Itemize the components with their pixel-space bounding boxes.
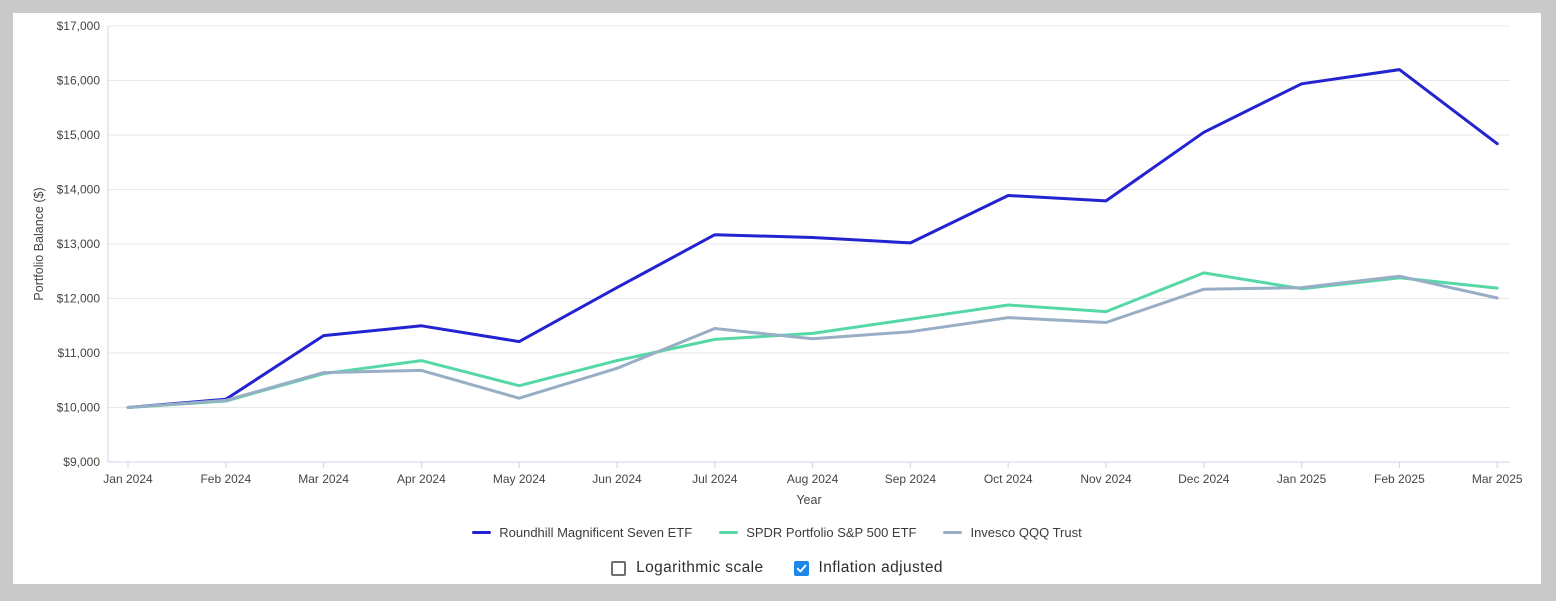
x-tick-label: Jun 2024: [592, 472, 642, 486]
x-tick-label: May 2024: [493, 472, 546, 486]
y-tick-label: $14,000: [57, 183, 101, 197]
logarithmic-scale-label: Logarithmic scale: [636, 559, 764, 576]
x-tick-label: Feb 2025: [1374, 472, 1425, 486]
legend-item-spdr: SPDR Portfolio S&P 500 ETF: [719, 525, 916, 540]
y-tick-label: $17,000: [57, 19, 101, 33]
x-tick-label: Sep 2024: [885, 472, 937, 486]
y-tick-label: $16,000: [57, 74, 101, 88]
series-line: [126, 68, 1499, 409]
inflation-adjusted-label: Inflation adjusted: [818, 559, 943, 576]
invesco-line-swatch-icon: [943, 531, 963, 534]
x-tick-label: Jul 2024: [692, 472, 738, 486]
roundhill-line-swatch-icon: [472, 531, 492, 534]
y-tick-label: $10,000: [57, 401, 101, 415]
x-tick-label: Jan 2025: [1277, 472, 1327, 486]
x-axis-title: Year: [796, 493, 821, 507]
series-line: [126, 271, 1499, 409]
logarithmic-scale-checkbox[interactable]: [611, 560, 627, 576]
x-tick-label: Oct 2024: [984, 472, 1033, 486]
y-tick-label: $15,000: [57, 128, 101, 142]
series-line: [126, 274, 1499, 409]
legend-label: SPDR Portfolio S&P 500 ETF: [746, 525, 917, 540]
x-tick-label: Apr 2024: [397, 472, 446, 486]
chart-legend: Roundhill Magnificent Seven ETF SPDR Por…: [13, 525, 1541, 540]
chart-controls: Logarithmic scale Inflation adjusted: [13, 559, 1541, 577]
portfolio-line-chart: $9,000 $10,000 $11,000 $12,000 $13,000 $14,00…: [32, 19, 1523, 507]
x-tick-label: Mar 2025: [1472, 472, 1523, 486]
inflation-adjusted-checkbox[interactable]: [793, 560, 809, 576]
logarithmic-scale-control[interactable]: Logarithmic scale: [611, 559, 763, 577]
y-axis-title: Portfolio Balance ($): [32, 187, 46, 300]
inflation-adjusted-control[interactable]: Inflation adjusted: [793, 559, 943, 577]
x-tick-label: Mar 2024: [298, 472, 349, 486]
y-tick-label: $12,000: [57, 292, 101, 306]
y-tick-label: $11,000: [58, 346, 101, 360]
x-tick-label: Nov 2024: [1080, 472, 1132, 486]
legend-item-roundhill: Roundhill Magnificent Seven ETF: [472, 525, 692, 540]
legend-item-invesco: Invesco QQQ Trust: [943, 525, 1082, 540]
y-tick-label: $9,000: [63, 455, 100, 469]
x-tick-label: Dec 2024: [1178, 472, 1230, 486]
spdr-line-swatch-icon: [719, 531, 739, 534]
x-tick-label: Jan 2024: [103, 472, 153, 486]
legend-label: Roundhill Magnificent Seven ETF: [499, 525, 693, 540]
x-tick-label: Aug 2024: [787, 472, 839, 486]
y-tick-label: $13,000: [57, 237, 101, 251]
chart-card: $9,000 $10,000 $11,000 $12,000 $13,000 $14,00…: [13, 13, 1541, 584]
legend-label: Invesco QQQ Trust: [970, 525, 1082, 540]
check-icon: [796, 564, 806, 572]
x-tick-label: Feb 2024: [200, 472, 251, 486]
